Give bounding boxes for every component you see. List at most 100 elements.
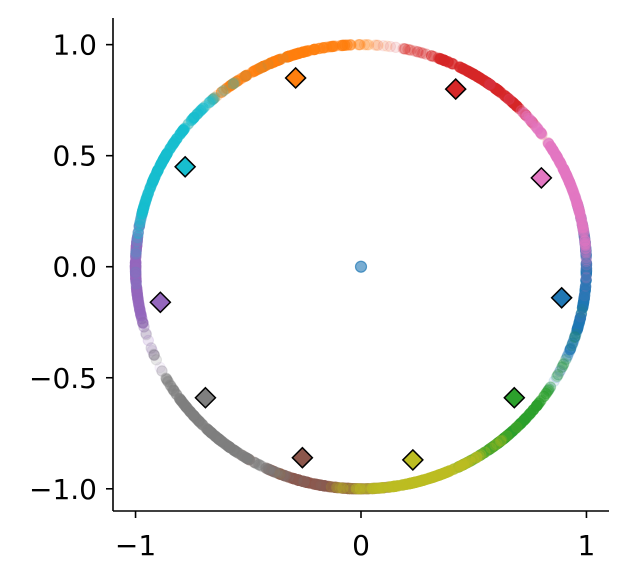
arc-point-cluster-5: [263, 463, 275, 476]
arc-point-cluster-6: [579, 238, 591, 250]
arc-point-cluster-4: [133, 298, 145, 311]
arc-point-cluster-1: [225, 79, 238, 91]
arc-point-cluster-6: [524, 114, 537, 127]
arc-point-cluster-7: [227, 444, 240, 456]
arc-point-cluster-1: [248, 65, 260, 78]
arc-point-cluster-7: [315, 479, 327, 491]
arc-point-cluster-5: [342, 482, 355, 495]
arc-point-cluster-1: [327, 40, 339, 53]
arc-point-cluster-0: [561, 351, 573, 363]
arc-point-cluster-2: [540, 387, 552, 400]
arc-point-cluster-9: [176, 126, 188, 138]
arc-point-cluster-5: [380, 481, 393, 494]
arc-point-cluster-9: [204, 96, 216, 108]
arc-point-cluster-9: [140, 192, 153, 204]
arc-point-cluster-3: [547, 144, 559, 157]
arc-point-cluster-1: [223, 80, 236, 93]
arc-point-cluster-2: [540, 388, 552, 400]
arc-point-cluster-9: [179, 122, 191, 134]
arc-point-cluster-6: [572, 199, 584, 212]
arc-point-cluster-6: [573, 204, 585, 216]
arc-point-cluster-8: [360, 483, 372, 495]
arc-point-cluster-3: [498, 89, 510, 101]
arc-point-cluster-5: [356, 483, 368, 495]
arc-point-cluster-5: [377, 481, 390, 494]
arc-point-cluster-4: [134, 303, 146, 315]
arc-point-cluster-5: [260, 462, 272, 474]
arc-point-cluster-8: [377, 482, 389, 494]
arc-point-cluster-8: [342, 482, 354, 495]
arc-point-cluster-7: [175, 395, 188, 407]
arc-point-cluster-9: [142, 187, 154, 199]
arc-point-cluster-3: [438, 54, 450, 66]
arc-point-cluster-2: [469, 452, 482, 464]
arc-point-cluster-2: [452, 461, 464, 473]
arc-point-cluster-8: [325, 481, 338, 493]
arc-point-cluster-9: [228, 77, 240, 90]
arc-point-cluster-7: [239, 451, 252, 464]
arc-point-cluster-7: [177, 397, 189, 409]
arc-point-cluster-1: [240, 69, 253, 82]
arc-point-cluster-3: [536, 128, 548, 141]
arc-point-cluster-0: [580, 245, 592, 258]
arc-point-cluster-8: [383, 481, 396, 493]
arc-point-cluster-3: [442, 56, 454, 68]
arc-point-cluster-2: [474, 449, 486, 461]
arc-point-cluster-5: [348, 483, 361, 495]
arc-point-cluster-5: [277, 469, 290, 481]
arc-point-cluster-1: [183, 117, 195, 129]
arc-point-cluster-1: [207, 93, 219, 105]
arc-point-cluster-0: [571, 199, 584, 211]
arc-point-cluster-6: [580, 259, 593, 271]
arc-point-cluster-8: [473, 450, 485, 462]
arc-point-cluster-7: [174, 393, 187, 406]
arc-point-cluster-8: [437, 467, 450, 480]
arc-point-cluster-0: [560, 353, 572, 365]
arc-point-cluster-5: [336, 482, 348, 494]
arc-point-cluster-6: [573, 205, 585, 217]
arc-point-cluster-5: [274, 468, 287, 480]
arc-point-cluster-0: [573, 316, 586, 328]
arc-point-cluster-0: [571, 323, 584, 335]
arc-point-cluster-5: [372, 482, 384, 494]
arc-point-cluster-4: [130, 240, 143, 252]
arc-point-cluster-1: [208, 92, 221, 104]
arc-point-cluster-0: [577, 223, 589, 235]
arc-point-cluster-4: [148, 349, 160, 361]
arc-point-cluster-5: [361, 483, 373, 495]
arc-point-cluster-1: [246, 66, 259, 78]
arc-point-cluster-3: [519, 109, 532, 121]
arc-point-cluster-2: [570, 328, 582, 340]
arc-point-cluster-1: [221, 82, 233, 94]
arc-point-cluster-5: [274, 468, 287, 480]
arc-point-cluster-4: [135, 308, 147, 320]
arc-point-cluster-2: [385, 481, 397, 493]
arc-point-cluster-4: [131, 232, 144, 245]
arc-point-cluster-8: [495, 435, 507, 447]
arc-point-cluster-0: [542, 384, 554, 397]
arc-point-cluster-7: [148, 349, 160, 361]
arc-point-cluster-7: [268, 466, 281, 478]
arc-point-cluster-1: [190, 109, 202, 122]
arc-point-cluster-0: [542, 384, 554, 397]
x-tick-label: −1: [115, 529, 156, 562]
arc-point-cluster-3: [508, 97, 520, 110]
arc-point-cluster-9: [133, 219, 146, 231]
arc-point-cluster-9: [137, 202, 150, 214]
arc-point-cluster-9: [144, 182, 156, 194]
arc-points-layer: [129, 38, 593, 495]
arc-point-cluster-4: [156, 365, 168, 377]
arc-point-cluster-9: [194, 105, 207, 117]
arc-point-cluster-9: [177, 124, 189, 137]
arc-point-cluster-0: [564, 344, 576, 356]
arc-point-cluster-5: [242, 453, 254, 465]
arc-point-cluster-4: [139, 198, 151, 210]
arc-point-cluster-4: [142, 188, 154, 201]
arc-point-cluster-9: [188, 111, 200, 124]
arc-point-cluster-0: [578, 227, 590, 239]
arc-point-cluster-3: [507, 97, 520, 109]
arc-point-cluster-7: [239, 451, 251, 463]
arc-point-cluster-2: [465, 454, 478, 466]
arc-point-cluster-2: [538, 390, 550, 403]
